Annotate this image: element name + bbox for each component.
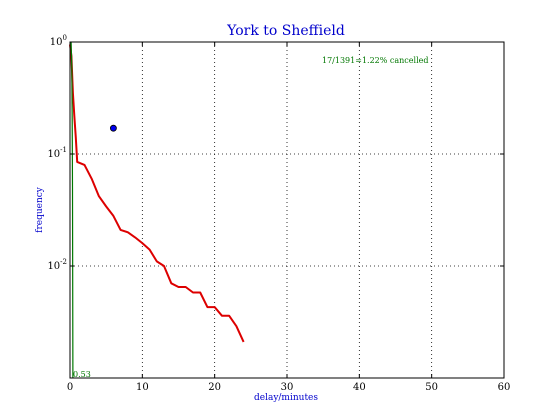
y-tick-label: 10-2 xyxy=(47,258,67,272)
series-layer xyxy=(69,41,245,379)
x-tick-label: 30 xyxy=(281,382,294,393)
x-axis-label: delay/minutes xyxy=(254,393,318,403)
x-tick-label: 10 xyxy=(136,382,149,393)
x-tick-label: 20 xyxy=(208,382,221,393)
y-axis-label: frequency xyxy=(35,186,45,233)
x-tick-label: 40 xyxy=(353,382,366,393)
chart-title: York to Sheffield xyxy=(226,23,345,39)
x-tick-label: 50 xyxy=(425,382,438,393)
points-layer xyxy=(110,124,117,132)
median-annotation: 0.53 xyxy=(73,370,91,379)
series-line-1 xyxy=(69,44,245,343)
y-axis-ticks: 100 10-1 10-2 xyxy=(47,34,504,272)
x-tick-label: 0 xyxy=(67,382,73,393)
series-line-2 xyxy=(70,41,74,379)
y-tick-label: 10-1 xyxy=(47,146,67,160)
cancelled-annotation: 17/1391=1.22% cancelled xyxy=(322,56,428,65)
x-axis-ticks: 0 10 20 30 40 50 60 xyxy=(67,42,511,393)
x-tick-label: 60 xyxy=(498,382,511,393)
y-tick-label: 100 xyxy=(50,34,67,48)
grid-lines xyxy=(70,42,504,378)
data-point xyxy=(110,124,117,132)
